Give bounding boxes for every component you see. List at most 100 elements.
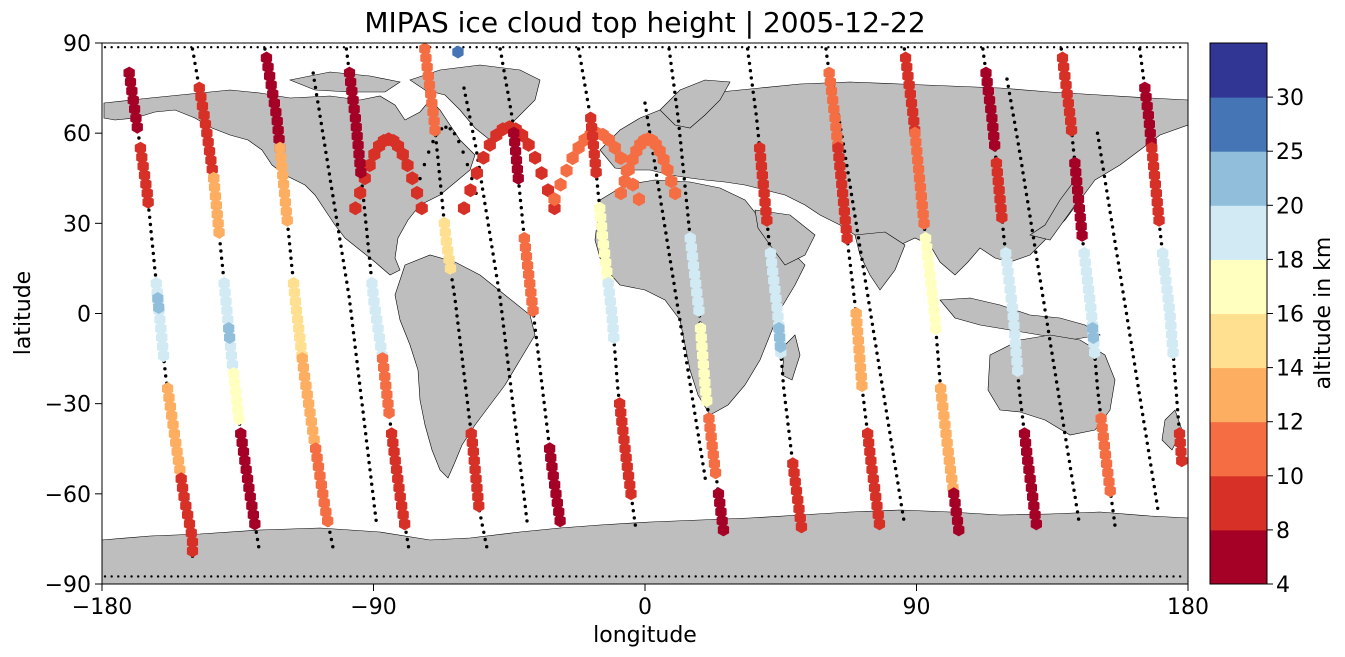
track-dot-d4 xyxy=(654,173,659,177)
polar-track-dot xyxy=(1132,575,1135,578)
cloud-marker-arc3 xyxy=(608,140,621,155)
track-dot-d6 xyxy=(1042,301,1046,305)
cloud-marker-t5 xyxy=(419,43,431,56)
track-dot-t7 xyxy=(613,357,618,361)
track-dot-d2 xyxy=(334,215,338,219)
polar-track-dot xyxy=(309,575,312,578)
polar-track-dot xyxy=(269,575,273,578)
track-dot-d6 xyxy=(1017,149,1022,153)
track-dot-t2 xyxy=(195,76,200,80)
track-dot-d5 xyxy=(881,387,885,391)
track-dot-t5 xyxy=(439,191,444,195)
polar-track-dot xyxy=(468,46,472,49)
track-dot-d3 xyxy=(502,331,507,335)
track-dot-d3 xyxy=(500,310,504,314)
polar-track-dot xyxy=(1165,46,1169,49)
cloud-marker-t7 xyxy=(605,304,618,317)
polar-track-dot xyxy=(568,575,571,578)
track-dot-t12 xyxy=(1016,379,1021,383)
polar-track-dot xyxy=(1006,46,1009,49)
track-dot-d6 xyxy=(1037,272,1041,276)
cloud-marker-t11 xyxy=(926,286,938,299)
track-dot-t3 xyxy=(329,537,334,542)
polar-track-dot xyxy=(1159,46,1162,49)
cloud-marker-t4 xyxy=(386,427,398,441)
track-dot-d6 xyxy=(1063,430,1067,435)
cloud-marker-t9 xyxy=(764,246,777,260)
track-dot-d7 xyxy=(1141,412,1145,417)
cloud-marker-t9 xyxy=(773,322,785,335)
track-dot-t5 xyxy=(467,415,471,419)
cloud-marker-t3 xyxy=(281,213,293,227)
cloud-marker-t13 xyxy=(1073,201,1085,215)
track-dot-d5 xyxy=(847,178,851,182)
cloud-marker-t13 xyxy=(1098,439,1110,453)
cloud-marker-t6 xyxy=(520,249,533,263)
cloud-marker-t13 xyxy=(1072,183,1084,197)
cloud-marker-t5 xyxy=(426,96,438,110)
track-dot-d2 xyxy=(372,504,376,508)
track-dot-t11 xyxy=(902,47,907,51)
track-dot-t1 xyxy=(148,222,153,227)
track-dot-t5 xyxy=(463,379,467,383)
cloud-marker-t13 xyxy=(1102,466,1114,480)
polar-track-dot xyxy=(395,46,399,49)
track-dot-d4 xyxy=(664,231,668,235)
polar-track-dot xyxy=(422,575,425,578)
track-dot-arc5 xyxy=(418,176,422,181)
track-dot-t5 xyxy=(485,545,489,549)
polar-track-dot xyxy=(608,46,611,49)
cloud-marker-t3 xyxy=(298,370,311,384)
polar-track-dot xyxy=(920,46,923,49)
polar-track-dot xyxy=(774,46,777,49)
cloud-marker-t11 xyxy=(919,231,932,245)
track-dot-d4 xyxy=(703,476,707,480)
polar-track-dot xyxy=(289,46,293,49)
cloud-marker-t7 xyxy=(594,201,606,215)
cloud-marker-t3 xyxy=(304,406,316,420)
track-dot-t7 xyxy=(585,97,590,102)
track-dot-t2 xyxy=(194,69,198,73)
track-dot-d6 xyxy=(1024,192,1029,197)
track-dot-t6 xyxy=(508,105,512,109)
cloud-marker-t3 xyxy=(273,132,285,146)
track-dot-t10 xyxy=(846,249,851,253)
polar-track-dot xyxy=(721,575,724,578)
polar-track-dot xyxy=(176,575,180,578)
track-dot-t14 xyxy=(1158,227,1162,231)
track-dot-d7 xyxy=(1107,203,1111,207)
track-dot-d7 xyxy=(1117,268,1122,272)
track-dot-d6 xyxy=(1072,488,1076,492)
cloud-marker-t2 xyxy=(210,198,222,212)
cloud-marker-t8 xyxy=(697,358,709,372)
polar-track-dot xyxy=(488,46,492,49)
track-dot-d6 xyxy=(1068,466,1073,471)
cloud-marker-t1 xyxy=(153,301,165,314)
track-dot-t10 xyxy=(848,263,853,268)
track-dot-d2 xyxy=(333,208,337,212)
cloud-marker-t13 xyxy=(1079,255,1091,269)
cloud-marker-arc1 xyxy=(411,185,424,200)
polar-track-dot xyxy=(176,46,180,49)
track-dot-t5 xyxy=(459,350,464,354)
cloud-marker-t1 xyxy=(154,313,166,326)
track-dot-t14 xyxy=(1159,234,1163,239)
cloud-marker-t8 xyxy=(695,331,707,344)
track-dot-t5 xyxy=(452,292,456,296)
cloud-marker-t3 xyxy=(307,424,319,438)
track-dot-t6 xyxy=(534,335,538,340)
track-dot-d5 xyxy=(888,430,892,435)
track-dot-d3 xyxy=(501,324,506,328)
cloud-marker-t13 xyxy=(1081,273,1094,287)
cloud-marker-t2 xyxy=(229,376,241,390)
track-dot-t12 xyxy=(1001,227,1005,231)
polar-track-dot xyxy=(933,575,936,578)
cloud-marker-t9 xyxy=(761,213,773,227)
cloud-marker-t9 xyxy=(755,159,768,173)
track-dot-arc5 xyxy=(452,132,457,136)
colorbar-tick-label: 12 xyxy=(1276,411,1304,436)
track-dot-d5 xyxy=(852,207,856,211)
track-dot-t12 xyxy=(981,47,985,51)
track-dot-d5 xyxy=(892,459,897,464)
